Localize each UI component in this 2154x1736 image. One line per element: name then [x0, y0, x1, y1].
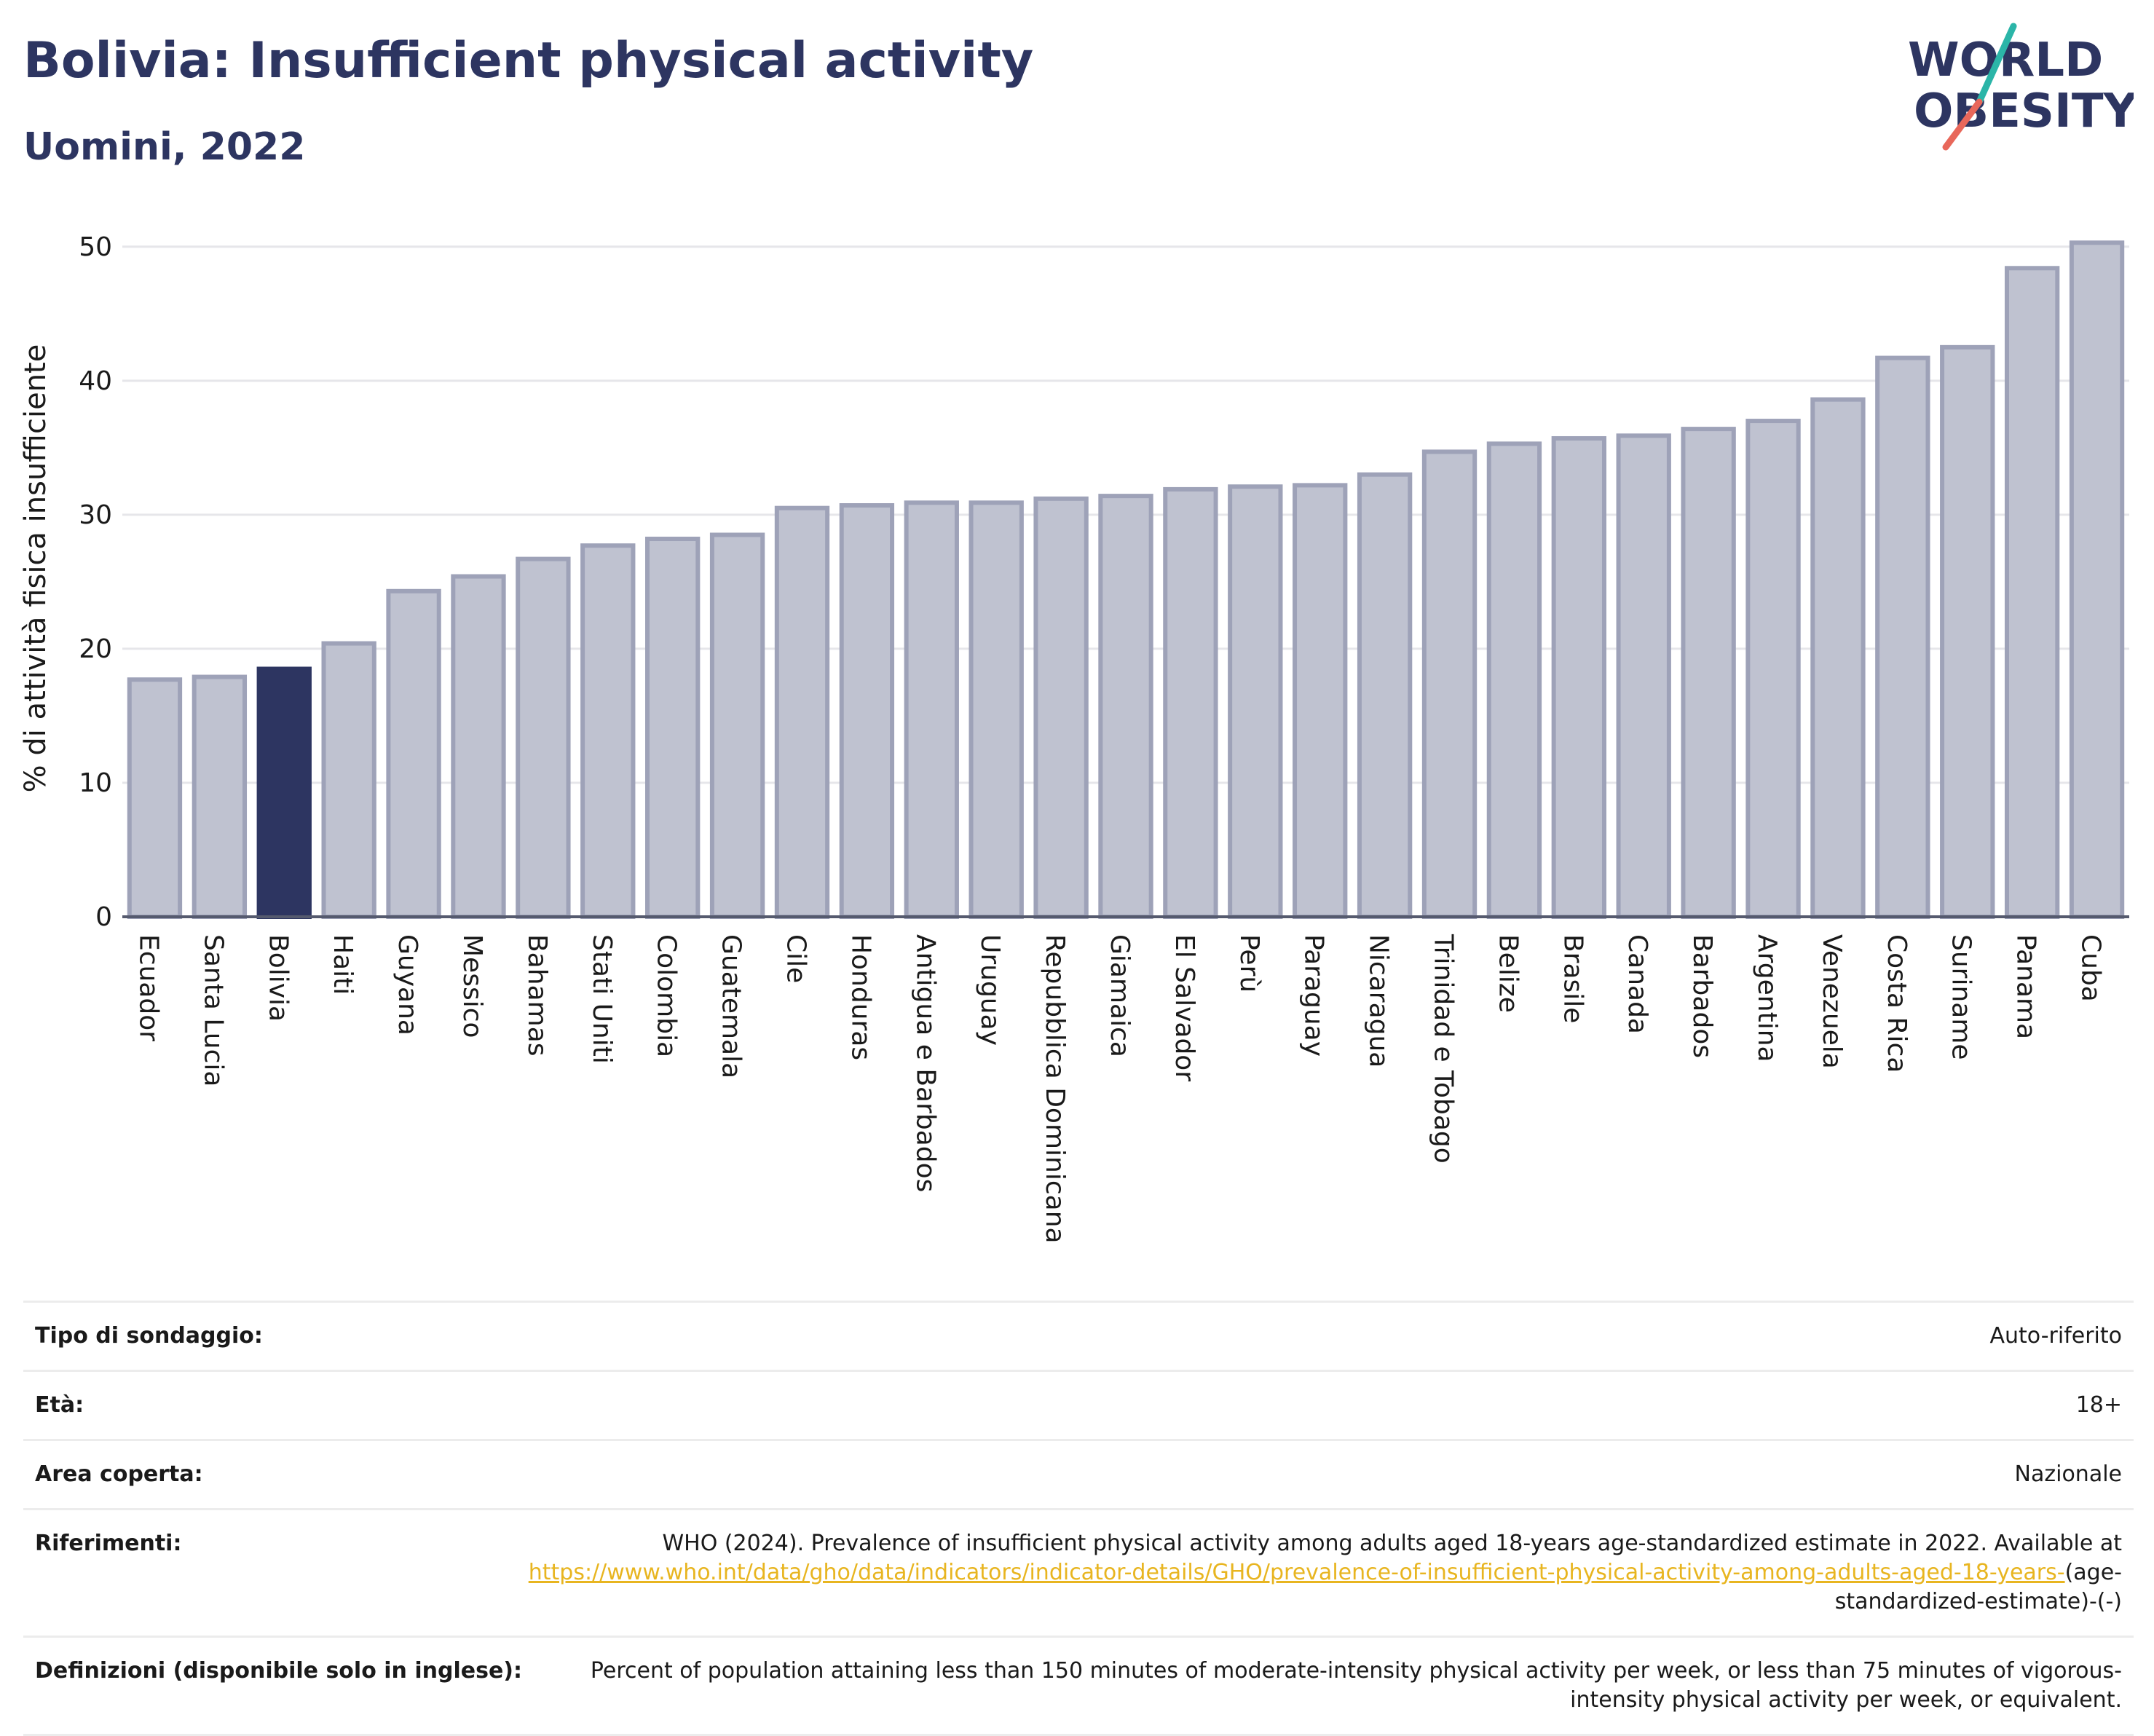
x-tick-label: Guatemala — [717, 934, 746, 1078]
meta-value: WHO (2024). Prevalence of insufficient p… — [520, 1529, 2122, 1617]
y-tick-label: 30 — [79, 500, 112, 530]
bar-stati-uniti — [580, 543, 636, 919]
x-tick-label: Argentina — [1752, 934, 1782, 1062]
bar-trinidad-e-tobago — [1421, 449, 1478, 919]
x-tick-label: Bolivia — [263, 934, 293, 1022]
logo-line2: OBESITY — [1914, 84, 2134, 138]
x-tick-label: El Salvador — [1169, 934, 1199, 1081]
x-tick-label: Venezuela — [1817, 934, 1847, 1069]
meta-value: Nazionale — [2014, 1461, 2122, 1487]
x-tick-label: Panama — [2011, 934, 2041, 1039]
bar-cuba — [2069, 240, 2125, 919]
x-tick-label: Barbados — [1687, 934, 1717, 1058]
x-tick-label: Antigua e Barbados — [910, 934, 940, 1192]
bar-ecuador — [127, 677, 183, 920]
meta-row-survey-type: Tipo di sondaggio: Auto-riferito — [23, 1301, 2134, 1370]
meta-label: Definizioni (disponibile solo in inglese… — [35, 1658, 522, 1684]
x-tick-label: Giamaica — [1105, 934, 1135, 1057]
x-tick-label: Nicaragua — [1364, 934, 1394, 1068]
bar-colombia — [645, 537, 701, 919]
page-title: Bolivia: Insufficient physical activity — [23, 32, 1034, 90]
bar-suriname — [1940, 344, 1995, 919]
x-tick-label: Belize — [1493, 934, 1523, 1013]
bar-chart: 0 10 20 30 40 50 Ecuador Santa Lucia Bolivia Hait… — [19, 232, 2129, 1244]
bar-brasile — [1551, 435, 1606, 919]
bar-messico — [451, 574, 506, 919]
reference-text: WHO (2024). Prevalence of insufficient p… — [662, 1531, 2122, 1556]
x-tick-label: Uruguay — [975, 934, 1005, 1046]
bar-panama — [2004, 266, 2060, 919]
bar-venezuela — [1810, 397, 1866, 919]
y-tick-label: 0 — [95, 902, 112, 932]
meta-label: Tipo di sondaggio: — [35, 1323, 263, 1349]
x-tick-label: Messico — [457, 934, 487, 1038]
bar-paraguay — [1293, 483, 1348, 919]
bar-cile — [774, 505, 830, 919]
meta-row-definitions: Definizioni (disponibile solo in inglese… — [23, 1636, 2134, 1736]
y-tick-label: 40 — [79, 366, 112, 396]
meta-value: Auto-riferito — [1989, 1323, 2122, 1349]
meta-label: Area coperta: — [35, 1461, 203, 1487]
meta-label: Riferimenti: — [35, 1531, 182, 1556]
logo-slash-bottom — [1942, 98, 1983, 151]
x-tick-label: Suriname — [1946, 934, 1976, 1060]
x-tick-label: Santa Lucia — [198, 934, 228, 1086]
bar-giamaica — [1098, 494, 1153, 919]
x-tick-label: Guyana — [392, 934, 422, 1035]
bar-guatemala — [709, 532, 765, 919]
bar-antigua-e-barbados — [904, 500, 959, 919]
meta-value: Percent of population attaining less tha… — [590, 1658, 2122, 1713]
x-tick-label: Colombia — [652, 934, 682, 1057]
meta-label: Età: — [35, 1392, 84, 1418]
x-tick-label: Stati Uniti — [587, 934, 617, 1064]
bar-canada — [1616, 433, 1671, 919]
y-tick-label: 50 — [79, 232, 112, 262]
x-tick-label: Paraguay — [1299, 934, 1329, 1057]
x-tick-label: Brasile — [1558, 934, 1587, 1023]
reference-link[interactable]: https://www.who.int/data/gho/data/indica… — [528, 1560, 2065, 1585]
x-tick-label: Honduras — [845, 934, 875, 1060]
x-tick-label: Cuba — [2076, 934, 2106, 1002]
bar-el-salvador — [1163, 486, 1218, 919]
logo-slash-top — [1976, 23, 2017, 106]
y-tick-label: 10 — [79, 768, 112, 798]
bar-uruguay — [968, 500, 1024, 919]
bar-barbados — [1681, 427, 1736, 919]
meta-row-references: Riferimenti: WHO (2024). Prevalence of i… — [23, 1508, 2134, 1636]
meta-value: 18+ — [2075, 1392, 2122, 1418]
bar-belize — [1486, 441, 1542, 919]
x-tick-label: Ecuador — [133, 934, 163, 1041]
bar-argentina — [1745, 419, 1801, 919]
bar-haiti — [321, 641, 376, 919]
world-obesity-logo: WORLD OBESITY — [1908, 23, 2134, 151]
page-subtitle: Uomini, 2022 — [23, 125, 306, 169]
x-tick-label: Repubblica Dominicana — [1040, 934, 1070, 1244]
reference-tail: (age-standardized-estimate)-(-) — [1834, 1560, 2122, 1614]
bar-bolivia — [256, 666, 312, 920]
x-tick-label: Bahamas — [522, 934, 552, 1057]
x-tick-label: Cile — [781, 934, 810, 983]
x-tick-label: Trinidad e Tobago — [1429, 934, 1459, 1164]
bar-bahamas — [516, 556, 571, 919]
bar-per- — [1228, 484, 1283, 919]
bar-guyana — [386, 588, 441, 920]
bars — [127, 240, 2125, 920]
bar-nicaragua — [1357, 472, 1413, 919]
x-tick-label: Haiti — [328, 934, 358, 995]
bar-santa-lucia — [192, 674, 248, 919]
metadata-table: Tipo di sondaggio: Auto-riferito Età: 18… — [23, 1301, 2134, 1736]
x-tick-label: Canada — [1622, 934, 1652, 1034]
labels: 0 10 20 30 40 50 Ecuador Santa Lucia Bolivia Hait… — [19, 232, 2106, 1244]
meta-row-age: Età: 18+ — [23, 1370, 2134, 1439]
meta-row-area: Area coperta: Nazionale — [23, 1439, 2134, 1508]
bar-honduras — [839, 503, 895, 919]
x-tick-label: Costa Rica — [1882, 934, 1912, 1073]
x-tick-label: Perù — [1234, 934, 1264, 993]
bar-repubblica-dominicana — [1033, 496, 1089, 919]
y-axis-title: % di attività fisica insufficiente — [19, 344, 52, 793]
y-tick-label: 20 — [79, 634, 112, 664]
bar-costa-rica — [1875, 355, 1930, 919]
